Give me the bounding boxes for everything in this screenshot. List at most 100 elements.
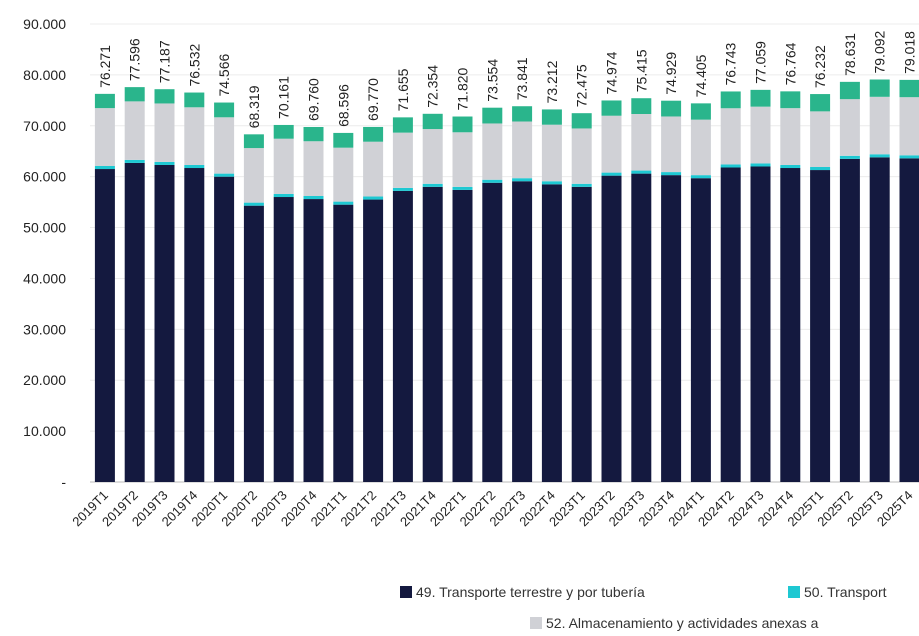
- total-label: 79.092: [872, 30, 888, 73]
- bar-segment: [154, 103, 175, 162]
- bar-segment: [720, 164, 741, 168]
- bar-segment: [422, 186, 443, 482]
- bar-segment: [392, 132, 413, 188]
- y-tick-label: 50.000: [23, 220, 66, 236]
- bar-segment: [94, 93, 115, 109]
- bar-segment: [571, 113, 592, 129]
- bar-segment: [154, 161, 175, 165]
- bar-segment: [392, 190, 413, 482]
- total-label: 73.554: [484, 59, 500, 102]
- bar-segment: [243, 202, 264, 206]
- y-tick-label: 20.000: [23, 372, 66, 388]
- bar-segment: [631, 170, 652, 174]
- bar-segment: [184, 107, 205, 165]
- bar-segment: [422, 129, 443, 184]
- bar-segment: [601, 175, 622, 482]
- total-label: 68.596: [335, 84, 351, 127]
- bar-segment: [154, 89, 175, 104]
- bar-segment: [214, 173, 235, 177]
- bar-segment: [750, 163, 771, 167]
- bar-segment: [601, 115, 622, 173]
- bar-segment: [541, 109, 562, 125]
- legend-label: 52. Almacenamiento y actividades anexas …: [546, 615, 819, 631]
- bar-segment: [333, 201, 354, 205]
- bar-segment: [750, 166, 771, 482]
- bar-segment: [750, 89, 771, 107]
- bar-segment: [571, 186, 592, 482]
- bar-segment: [273, 197, 294, 482]
- bar-segment: [869, 96, 890, 155]
- total-label: 76.764: [782, 42, 798, 85]
- bar-segment: [720, 167, 741, 483]
- total-label: 76.271: [97, 45, 113, 88]
- bar-segment: [780, 168, 801, 482]
- bar-segment: [422, 183, 443, 187]
- bar-segment: [392, 117, 413, 133]
- y-tick-label: 40.000: [23, 270, 66, 286]
- bar-segment: [899, 155, 919, 159]
- total-label: 69.760: [306, 78, 322, 121]
- bar-segment: [690, 103, 711, 120]
- bar-segment: [839, 155, 860, 159]
- y-tick-label: 70.000: [23, 118, 66, 134]
- total-label: 70.161: [276, 76, 292, 119]
- total-label: 74.929: [663, 52, 679, 95]
- bar-segment: [631, 113, 652, 171]
- bar-segment: [839, 158, 860, 482]
- bar-segment: [720, 91, 741, 109]
- bar-segment: [303, 199, 324, 482]
- bar-segment: [482, 182, 503, 483]
- bar-segment: [869, 154, 890, 158]
- bar-segment: [631, 173, 652, 482]
- total-label: 76.232: [812, 45, 828, 88]
- bar-segment: [839, 81, 860, 100]
- y-tick-label: 60.000: [23, 169, 66, 185]
- bar-segment: [333, 132, 354, 148]
- bar-segment: [601, 172, 622, 176]
- bar-segment: [512, 106, 533, 122]
- bar-segment: [124, 101, 145, 160]
- legend-swatch: [400, 586, 412, 598]
- bar-segment: [184, 92, 205, 108]
- total-label: 79.018: [902, 31, 918, 74]
- total-label: 77.187: [157, 40, 173, 83]
- bar-segment: [94, 169, 115, 483]
- total-label: 71.655: [395, 68, 411, 111]
- bar-segment: [661, 116, 682, 173]
- bar-segment: [214, 102, 235, 118]
- bar-segment: [512, 121, 533, 179]
- bar-segment: [601, 100, 622, 116]
- total-label: 76.532: [186, 44, 202, 87]
- bar-segment: [452, 186, 473, 190]
- bar-segment: [810, 94, 831, 112]
- bar-segment: [243, 205, 264, 482]
- y-tick-label: 90.000: [23, 16, 66, 32]
- bar-segment: [243, 148, 264, 203]
- bar-segment: [363, 196, 384, 200]
- bar-segment: [810, 111, 831, 167]
- total-label: 74.566: [216, 54, 232, 97]
- bar-segment: [184, 164, 205, 169]
- bar-segment: [899, 158, 919, 482]
- y-tick-label: 10.000: [23, 423, 66, 439]
- total-label: 69.770: [365, 78, 381, 121]
- bar-segment: [690, 175, 711, 179]
- bar-segment: [452, 116, 473, 133]
- total-label: 77.596: [127, 38, 143, 81]
- total-label: 78.631: [842, 33, 858, 76]
- total-label: 74.974: [604, 51, 620, 94]
- bar-segment: [214, 117, 235, 174]
- total-label: 75.415: [633, 49, 649, 92]
- bar-segment: [571, 128, 592, 184]
- bar-segment: [303, 196, 324, 200]
- total-label: 74.405: [693, 54, 709, 97]
- y-tick-label: -: [61, 474, 66, 490]
- bar-segment: [512, 181, 533, 482]
- bar-segment: [482, 123, 503, 180]
- bar-segment: [333, 204, 354, 482]
- bar-segment: [810, 166, 831, 171]
- bar-segment: [273, 138, 294, 194]
- bar-segment: [363, 141, 384, 197]
- bar-segment: [899, 79, 919, 98]
